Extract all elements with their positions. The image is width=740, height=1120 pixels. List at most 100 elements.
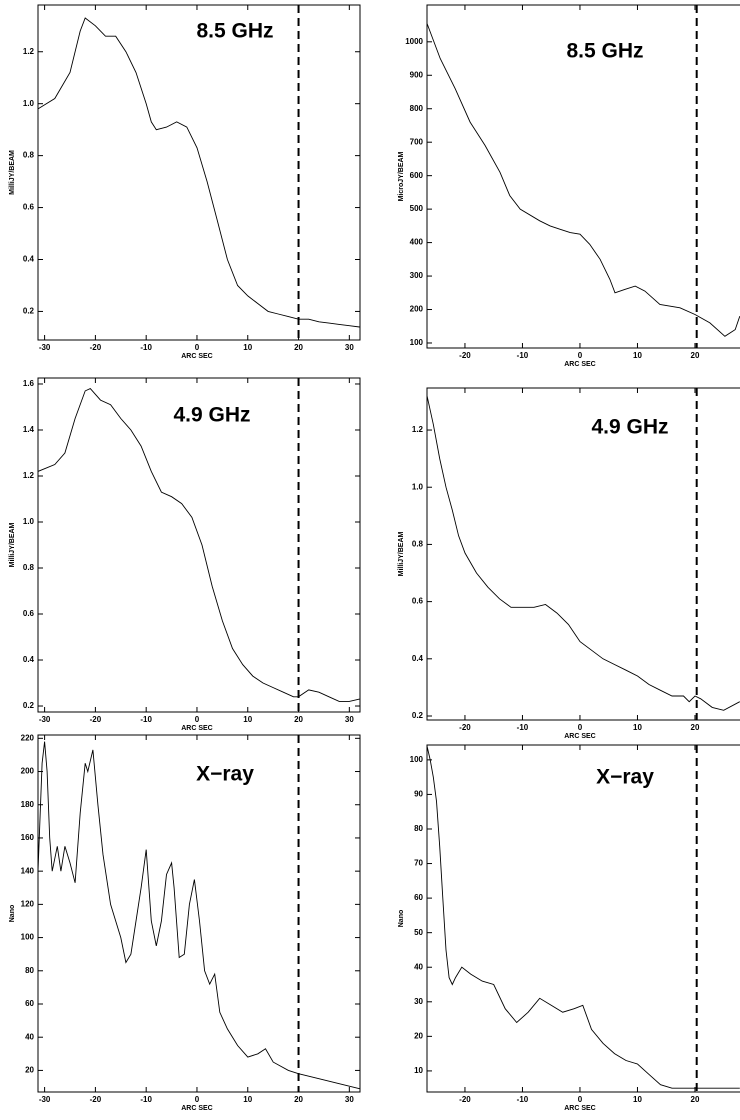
y-tick-label: 60 <box>25 999 34 1008</box>
x-tick-label: 10 <box>633 723 642 732</box>
x-tick-label: 0 <box>195 343 200 352</box>
chart-title: 4.9 GHz <box>591 416 668 439</box>
x-tick-label: -10 <box>140 715 152 724</box>
x-axis-label: ARC SEC <box>181 353 213 360</box>
y-tick-label: 1.2 <box>23 47 35 56</box>
y-axis-label: Nano <box>9 905 16 923</box>
x-tick-label: -10 <box>140 343 152 352</box>
x-axis-label: ARC SEC <box>564 1105 596 1112</box>
x-tick-label: -10 <box>140 1095 152 1104</box>
y-axis-label: Nano <box>398 910 405 928</box>
y-tick-label: 220 <box>21 733 35 742</box>
y-axis-label: MilliJY/BEAM <box>398 531 405 576</box>
x-tick-label: -20 <box>90 1095 102 1104</box>
chart-panel: -30 -20 -10 0 10 20 30 20 40 60 80 100 120 140 160 180 2… <box>9 733 361 1112</box>
y-tick-label: 80 <box>25 966 34 975</box>
y-tick-label: 200 <box>21 767 35 776</box>
y-tick-label: 0.2 <box>412 711 424 720</box>
chart-title: X−ray <box>196 763 254 786</box>
plot-frame <box>37 377 361 713</box>
x-tick-label: 10 <box>633 351 642 360</box>
y-tick-label: 50 <box>414 928 423 937</box>
data-line <box>427 395 740 711</box>
x-tick-label: -30 <box>39 343 51 352</box>
chart-title: 4.9 GHz <box>173 404 250 427</box>
x-tick-label: 0 <box>578 723 583 732</box>
x-tick-label: -20 <box>459 723 471 732</box>
x-tick-label: 20 <box>294 715 303 724</box>
y-tick-label: 0.6 <box>23 609 35 618</box>
x-axis-label: ARC SEC <box>181 725 213 732</box>
x-tick-label: -20 <box>459 1095 471 1104</box>
y-tick-label: 30 <box>414 997 423 1006</box>
y-tick-label: 1.0 <box>23 99 35 108</box>
data-line <box>38 17 360 328</box>
y-tick-label: 100 <box>21 933 35 942</box>
y-tick-label: 80 <box>414 824 423 833</box>
y-tick-label: 120 <box>21 899 35 908</box>
y-tick-label: 100 <box>410 338 424 347</box>
y-tick-label: 140 <box>21 866 35 875</box>
y-axis-label: MilliJY/BEAM <box>9 150 16 195</box>
x-tick-label: -20 <box>90 343 102 352</box>
x-tick-label: 30 <box>345 1095 354 1104</box>
plot-frame <box>37 734 361 1093</box>
y-tick-label: 40 <box>25 1032 34 1041</box>
chart-title: 8.5 GHz <box>196 20 273 43</box>
x-tick-label: -10 <box>517 351 529 360</box>
x-axis-label: ARC SEC <box>181 1105 213 1112</box>
x-tick-label: -30 <box>39 715 51 724</box>
data-line <box>38 741 360 1090</box>
x-tick-label: 20 <box>294 1095 303 1104</box>
y-tick-label: 1.0 <box>23 517 35 526</box>
chart-title: X−ray <box>596 766 654 789</box>
x-tick-label: -10 <box>517 1095 529 1104</box>
y-axis-label: MicroJY/BEAM <box>398 151 405 201</box>
y-tick-label: 0.4 <box>23 655 35 664</box>
y-tick-label: 400 <box>410 238 424 247</box>
y-tick-label: 70 <box>414 859 423 868</box>
y-tick-label: 1.0 <box>412 482 424 491</box>
x-tick-label: -20 <box>90 715 102 724</box>
x-tick-label: -30 <box>39 1095 51 1104</box>
x-tick-label: 10 <box>633 1095 642 1104</box>
y-tick-label: 60 <box>414 893 423 902</box>
x-tick-label: 0 <box>195 715 200 724</box>
y-tick-label: 500 <box>410 204 424 213</box>
x-tick-label: 20 <box>691 723 700 732</box>
x-tick-label: 20 <box>294 343 303 352</box>
y-tick-label: 100 <box>410 755 424 764</box>
y-tick-label: 20 <box>25 1066 34 1075</box>
plot-frame <box>426 387 740 721</box>
plot-frame <box>426 744 740 1093</box>
y-tick-label: 20 <box>414 1031 423 1040</box>
chart-panel: -20 -10 0 10 20 10 20 30 40 50 60 70 80 90 100 X−ray ARC… <box>398 744 740 1112</box>
y-tick-label: 0.4 <box>412 654 424 663</box>
chart-panel: -30 -20 -10 0 10 20 30 0.2 0.4 0.6 0.8 1.0 1.2 8.5 GH… <box>9 4 361 360</box>
y-tick-label: 40 <box>414 962 423 971</box>
y-tick-label: 0.4 <box>23 255 35 264</box>
data-line <box>427 23 740 337</box>
y-tick-label: 0.2 <box>23 701 35 710</box>
chart-panel: -20 -10 0 10 20 0.2 0.4 0.6 0.8 1.0 1.2 4.9 GHz ARC … <box>398 387 740 740</box>
y-tick-label: 10 <box>414 1066 423 1075</box>
y-tick-label: 700 <box>410 137 424 146</box>
x-tick-label: -20 <box>459 351 471 360</box>
y-tick-label: 0.8 <box>412 540 424 549</box>
data-line <box>38 388 360 702</box>
chart-panel: -30 -20 -10 0 10 20 30 0.2 0.4 0.6 0.8 1.0 1.2 1.4 1.6… <box>9 377 361 732</box>
chart-panel: -20 -10 0 10 20 100 200 300 400 500 600 700 800 900 10… <box>398 4 740 368</box>
y-tick-label: 600 <box>410 171 424 180</box>
y-tick-label: 160 <box>21 833 35 842</box>
y-tick-label: 1.2 <box>23 471 35 480</box>
x-axis-label: ARC SEC <box>564 361 596 368</box>
y-tick-label: 0.8 <box>23 563 35 572</box>
y-tick-label: 1.4 <box>23 425 35 434</box>
y-tick-label: 1.6 <box>23 379 35 388</box>
x-tick-label: 0 <box>578 351 583 360</box>
data-line <box>427 745 740 1089</box>
x-tick-label: 10 <box>243 343 252 352</box>
y-tick-label: 1000 <box>405 37 423 46</box>
x-tick-label: 10 <box>243 1095 252 1104</box>
